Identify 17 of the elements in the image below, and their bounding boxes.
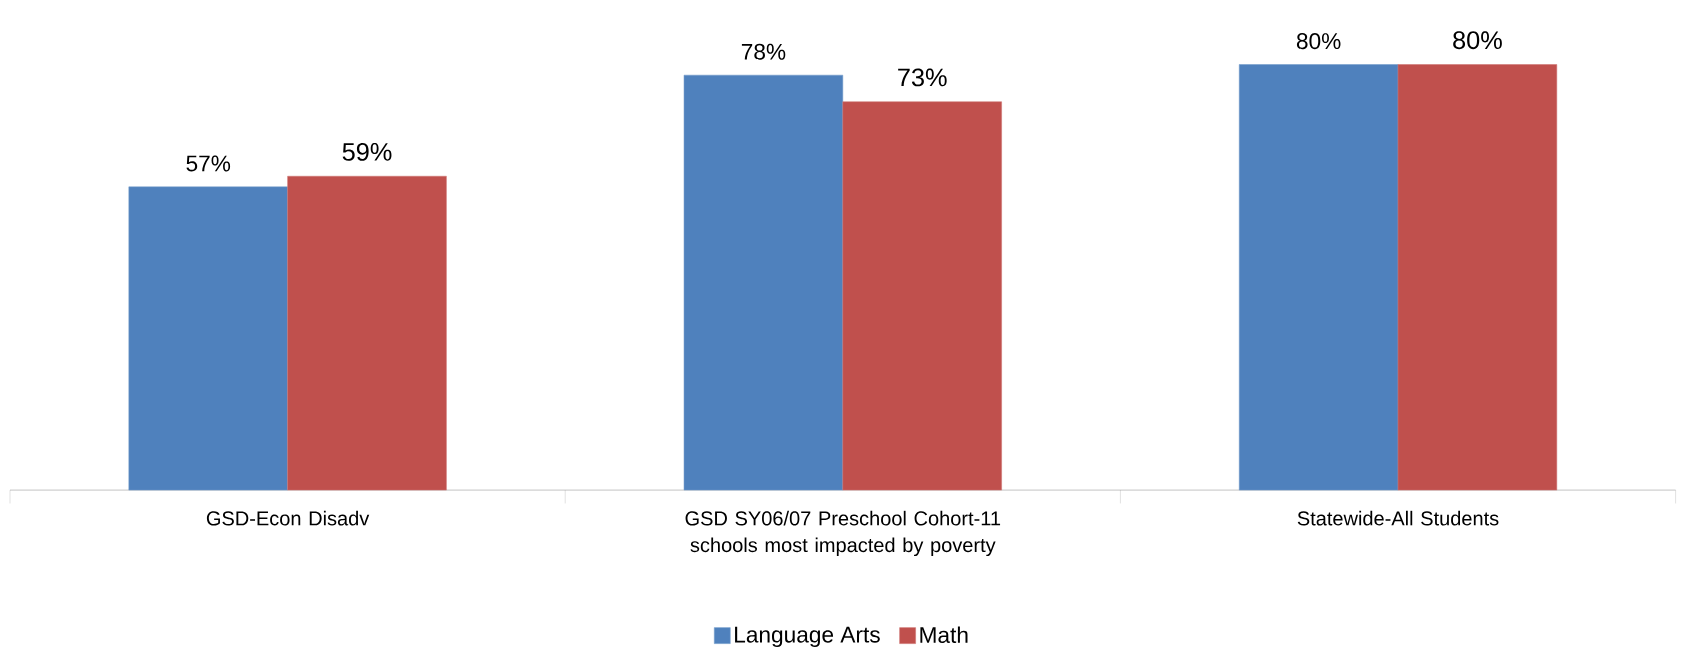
bar [683,74,844,491]
data-label: 80% [1296,33,1341,50]
bar [1397,64,1558,491]
data-label: 57% [186,155,231,172]
x-tick-label: Statewide-All Students [1297,510,1499,526]
legend-label: Math [920,626,968,643]
x-tick-label: GSD SY06/07 Preschool Cohort-11 schools most impacted by poverty [685,510,1001,557]
data-label: 80% [1453,31,1502,50]
bar [1238,64,1399,491]
bar [842,101,1002,491]
x-tick-label: GSD-Econ Disadv [206,510,370,526]
bar [128,186,288,491]
data-label: 73% [898,68,947,87]
legend-label: Language Arts [735,626,880,648]
data-label: 78% [741,43,786,60]
data-label: 59% [342,142,392,161]
bar [287,175,447,491]
